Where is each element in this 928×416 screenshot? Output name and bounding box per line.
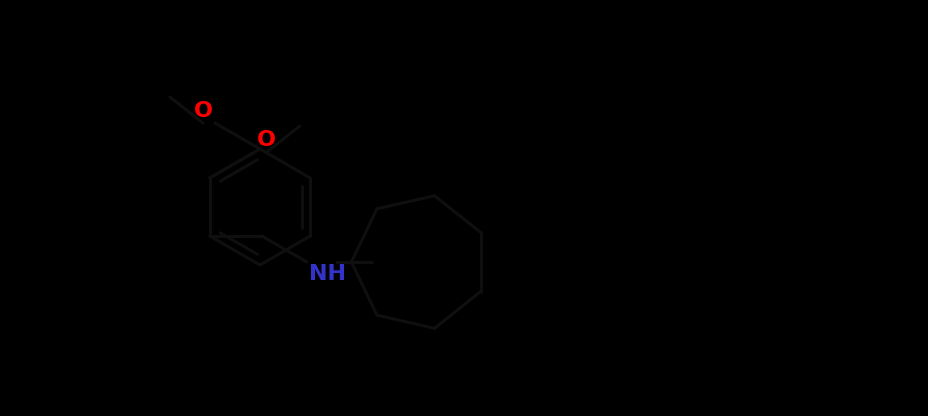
Text: O: O: [256, 130, 276, 150]
Text: O: O: [194, 101, 213, 121]
Text: NH: NH: [308, 264, 345, 284]
